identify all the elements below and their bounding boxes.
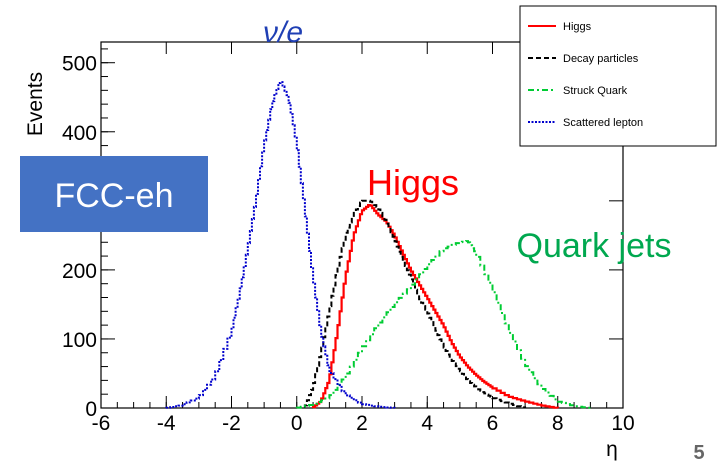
series-line-0 (311, 204, 560, 409)
y-tick-label: 400 (62, 122, 97, 145)
x-tick-label: 8 (552, 412, 564, 435)
x-tick-label: 0 (291, 412, 303, 435)
series-lines (165, 81, 592, 409)
legend-label: Higgs (563, 21, 592, 33)
x-tick-label: 6 (487, 412, 499, 435)
y-tick-labels: 0 100 200 400 500 (62, 53, 97, 421)
x-tick-label: 2 (356, 412, 368, 435)
y-tick-label: 200 (62, 260, 97, 283)
x-tick-label: -6 (92, 412, 111, 435)
badge-label: FCC-eh (54, 177, 173, 215)
legend-items: Higgs Decay particles Struck Quark Scattere… (528, 21, 643, 129)
y-tick-label: 500 (62, 53, 97, 76)
page-number: 5 (693, 442, 704, 464)
legend: Higgs Decay particles Struck Quark Scattere… (519, 5, 717, 147)
series-line-3 (165, 81, 396, 409)
y-tick-label: 100 (62, 329, 97, 352)
x-axis-label: η (606, 438, 618, 461)
series-line-1 (303, 199, 527, 409)
annotation-higgs: Higgs (367, 162, 459, 203)
x-tick-label: 4 (421, 412, 433, 435)
fcc-eh-badge: FCC-eh (20, 156, 208, 232)
annotation-quark-jets: Quark jets (517, 227, 672, 265)
y-axis-label: Events (24, 72, 47, 136)
y-tick-label: 0 (85, 398, 97, 421)
legend-label: Decay particles (563, 53, 639, 65)
x-tick-label: 10 (611, 412, 634, 435)
x-tick-label: -4 (157, 412, 176, 435)
x-tick-label: -2 (222, 412, 241, 435)
series-line-2 (295, 240, 592, 409)
x-tick-labels: -6 -4 -2 0 2 4 6 8 10 (92, 412, 635, 435)
axis-ticks (100, 42, 624, 409)
legend-label: Struck Quark (563, 85, 628, 97)
annotation-nu-e: ν/e (263, 16, 303, 49)
legend-label: Scattered lepton (563, 117, 643, 129)
badge-background (20, 156, 208, 232)
